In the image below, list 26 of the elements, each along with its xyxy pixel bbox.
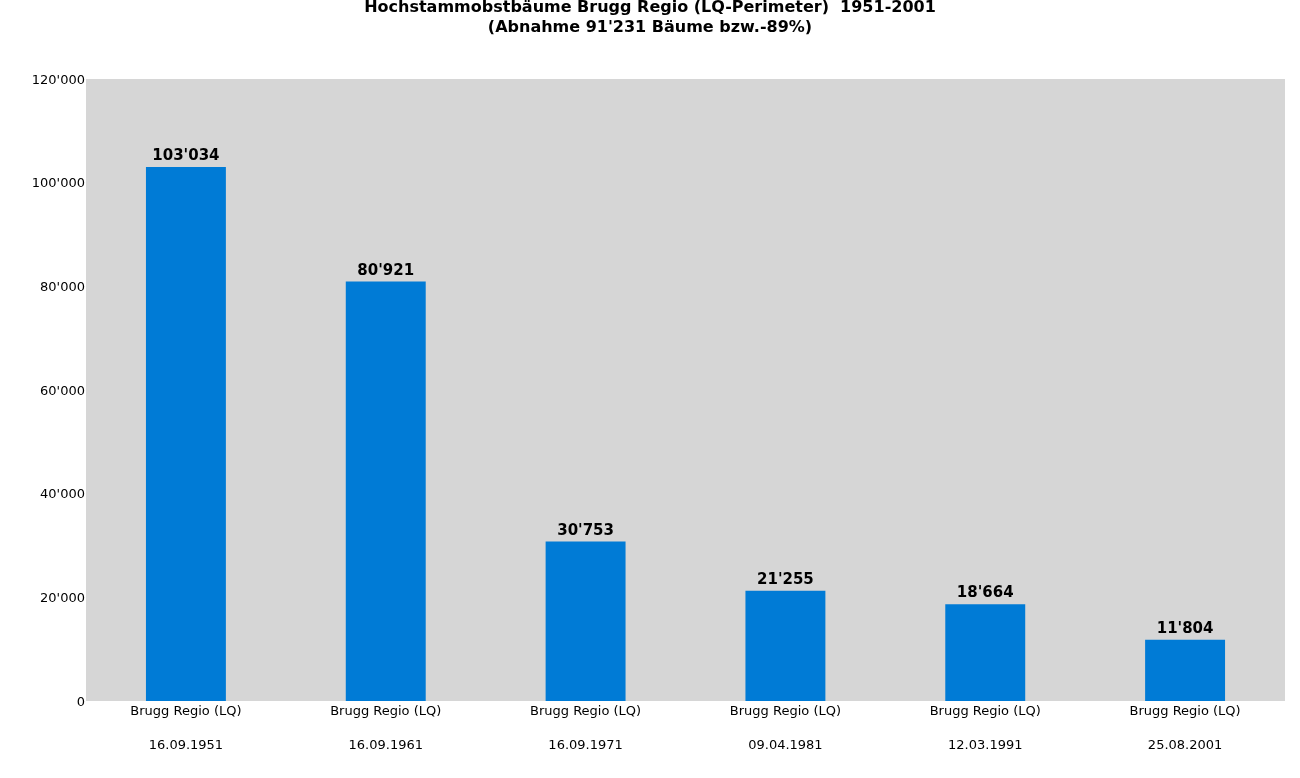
data-label: 18'664 — [956, 583, 1014, 602]
data-label: 11'804 — [1156, 618, 1214, 637]
data-label: 30'753 — [557, 520, 614, 539]
category-label: Brugg Regio (LQ) 09.04.1981 — [729, 703, 841, 752]
bar — [545, 541, 626, 701]
bar — [345, 281, 426, 701]
chart-title: Hochstammobstbäume Brugg Regio (LQ-Perimeter) 1951-2001 (Abnahme 91'231 Bäume bzw.-89%) — [364, 0, 936, 37]
y-tick-label: 80'000 — [40, 278, 85, 294]
bar — [945, 604, 1026, 701]
y-tick-label: 40'000 — [40, 486, 85, 502]
y-tick-label: 100'000 — [31, 175, 85, 191]
bar — [145, 166, 226, 701]
bar — [1145, 639, 1226, 701]
data-label: 103'034 — [152, 145, 220, 164]
bar — [745, 590, 826, 701]
data-label: 80'921 — [357, 260, 415, 279]
category-label: Brugg Regio (LQ) 16.09.1951 — [130, 703, 242, 752]
data-label: 21'255 — [757, 569, 814, 588]
y-tick-label: 60'000 — [40, 382, 85, 398]
y-tick-label: 20'000 — [40, 589, 85, 605]
category-label: Brugg Regio (LQ) 16.09.1961 — [330, 703, 442, 752]
category-label: Brugg Regio (LQ) 16.09.1971 — [530, 703, 642, 752]
category-label: Brugg Regio (LQ) 12.03.1991 — [929, 703, 1041, 752]
category-label: Brugg Regio (LQ) 25.08.2001 — [1129, 703, 1241, 752]
y-tick-label: 0 — [76, 693, 85, 709]
y-tick-label: 120'000 — [31, 71, 85, 87]
